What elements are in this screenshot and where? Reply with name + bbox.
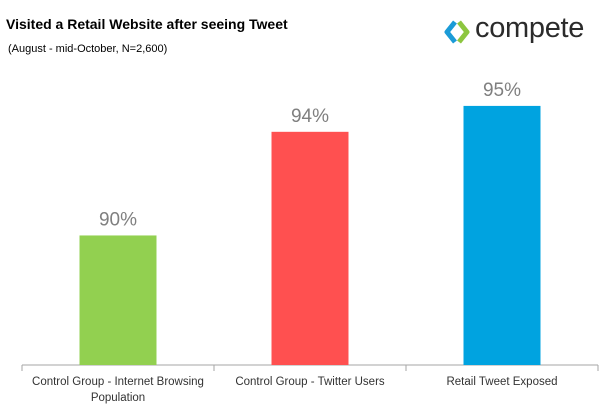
- bar-value-label: 90%: [99, 209, 137, 230]
- category-labels: Control Group - Internet Browsing Populat…: [32, 376, 557, 404]
- chart-title: Visited a Retail Website after seeing Tw…: [6, 16, 288, 32]
- bars: [79, 105, 541, 365]
- bar: [79, 235, 157, 365]
- bar: [463, 105, 541, 365]
- bar-value-label: 95%: [483, 80, 521, 101]
- compete-logo-icon: [444, 20, 470, 44]
- compete-logo: compete: [443, 10, 603, 50]
- category-label: Control Group - Internet Browsing: [32, 376, 204, 388]
- category-label: Retail Tweet Exposed: [446, 376, 557, 388]
- x-axis-ticks: [21, 365, 599, 371]
- value-labels: 90% 94% 95%: [99, 80, 521, 231]
- bar: [271, 131, 349, 365]
- category-label: Population: [91, 392, 145, 404]
- compete-logo-text: compete: [475, 12, 585, 44]
- category-label: Control Group - Twitter Users: [235, 376, 385, 388]
- bar-value-label: 94%: [291, 106, 329, 127]
- chart-subtitle: (August - mid-October, N=2,600): [8, 43, 168, 55]
